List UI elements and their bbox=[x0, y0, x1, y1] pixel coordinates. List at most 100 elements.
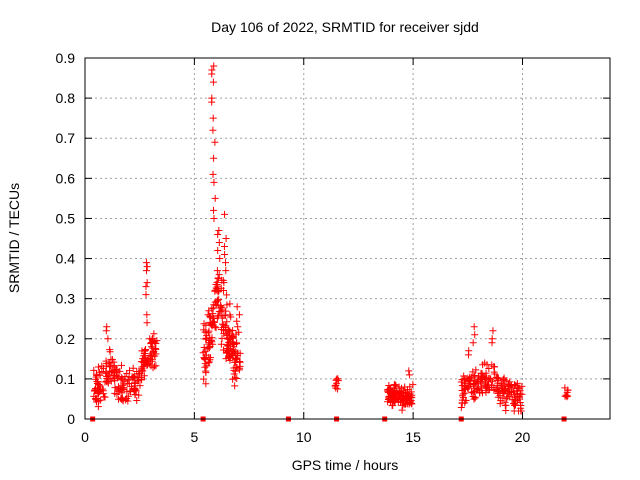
data-point bbox=[233, 303, 241, 311]
data-point bbox=[470, 384, 478, 392]
data-point bbox=[133, 396, 141, 404]
data-point bbox=[110, 371, 118, 379]
data-point bbox=[459, 394, 467, 402]
data-point bbox=[231, 358, 239, 366]
data-point bbox=[231, 382, 239, 390]
data-point bbox=[504, 380, 512, 388]
data-point bbox=[213, 278, 221, 286]
data-point bbox=[106, 346, 114, 354]
data-point bbox=[120, 380, 128, 388]
data-point bbox=[216, 255, 224, 263]
data-point bbox=[469, 389, 477, 397]
data-point bbox=[204, 311, 212, 319]
data-point bbox=[471, 331, 479, 339]
data-point bbox=[406, 383, 414, 391]
y-tick-label: 0.4 bbox=[56, 251, 76, 267]
data-point bbox=[138, 366, 146, 374]
data-point bbox=[211, 323, 219, 331]
data-point bbox=[471, 371, 479, 379]
data-point bbox=[501, 386, 509, 394]
data-point bbox=[118, 395, 126, 403]
data-point bbox=[143, 319, 151, 327]
data-point bbox=[471, 379, 479, 387]
data-point bbox=[334, 375, 342, 383]
data-point bbox=[485, 364, 493, 372]
data-point bbox=[210, 154, 218, 162]
data-point bbox=[91, 395, 99, 403]
data-point bbox=[389, 401, 397, 409]
data-point bbox=[208, 98, 216, 106]
y-tick-label: 0.5 bbox=[56, 210, 76, 226]
data-point bbox=[489, 327, 497, 335]
data-point bbox=[130, 373, 138, 381]
data-point bbox=[457, 404, 465, 412]
x-tick-label: 15 bbox=[405, 429, 421, 445]
data-point bbox=[510, 400, 518, 408]
data-point bbox=[141, 346, 149, 354]
data-point bbox=[140, 372, 148, 380]
data-point bbox=[216, 308, 224, 316]
data-point bbox=[220, 324, 228, 332]
data-point bbox=[458, 387, 466, 395]
x-tick-label: 10 bbox=[296, 429, 312, 445]
data-point bbox=[104, 335, 112, 343]
data-point bbox=[386, 385, 394, 393]
data-point bbox=[104, 379, 112, 387]
data-point bbox=[150, 330, 158, 338]
data-point bbox=[518, 390, 526, 398]
data-point bbox=[221, 210, 229, 218]
data-point bbox=[220, 279, 228, 287]
data-point bbox=[390, 381, 398, 389]
data-point bbox=[213, 267, 221, 275]
data-point bbox=[200, 354, 208, 362]
data-point bbox=[215, 271, 223, 279]
data-point bbox=[233, 317, 241, 325]
data-point bbox=[211, 194, 219, 202]
data-point bbox=[233, 375, 241, 383]
data-point bbox=[400, 400, 408, 408]
data-point bbox=[223, 301, 231, 309]
data-point bbox=[209, 126, 217, 134]
data-point bbox=[103, 374, 111, 382]
x-axis-label: GPS time / hours bbox=[292, 457, 399, 473]
data-point bbox=[232, 354, 240, 362]
data-point bbox=[402, 392, 410, 400]
data-point bbox=[229, 375, 237, 383]
data-point bbox=[206, 312, 214, 320]
data-point bbox=[235, 358, 243, 366]
data-point bbox=[334, 385, 342, 393]
data-point bbox=[226, 300, 234, 308]
data-point bbox=[110, 363, 118, 371]
data-points bbox=[90, 62, 572, 415]
data-point bbox=[202, 335, 210, 343]
data-point bbox=[472, 366, 480, 374]
data-point bbox=[95, 387, 103, 395]
data-point bbox=[562, 391, 570, 399]
data-point bbox=[209, 170, 217, 178]
data-point bbox=[147, 343, 155, 351]
data-point bbox=[496, 400, 504, 408]
data-point bbox=[124, 376, 132, 384]
data-point bbox=[201, 328, 209, 336]
plot-frame bbox=[84, 57, 611, 420]
data-point bbox=[388, 391, 396, 399]
data-point bbox=[228, 351, 236, 359]
data-point bbox=[94, 403, 102, 411]
data-point bbox=[211, 138, 219, 146]
data-point bbox=[235, 366, 243, 374]
data-point bbox=[200, 320, 208, 328]
data-point bbox=[483, 361, 491, 369]
data-point bbox=[225, 327, 233, 335]
data-point bbox=[398, 406, 406, 414]
data-point bbox=[503, 393, 511, 401]
data-point bbox=[395, 383, 403, 391]
data-point bbox=[401, 400, 409, 408]
data-point bbox=[230, 370, 238, 378]
data-point bbox=[488, 383, 496, 391]
data-point bbox=[211, 298, 219, 306]
data-point bbox=[214, 312, 222, 320]
data-point bbox=[229, 332, 237, 340]
data-point bbox=[470, 323, 478, 331]
data-point bbox=[469, 339, 477, 347]
data-point bbox=[214, 230, 222, 238]
